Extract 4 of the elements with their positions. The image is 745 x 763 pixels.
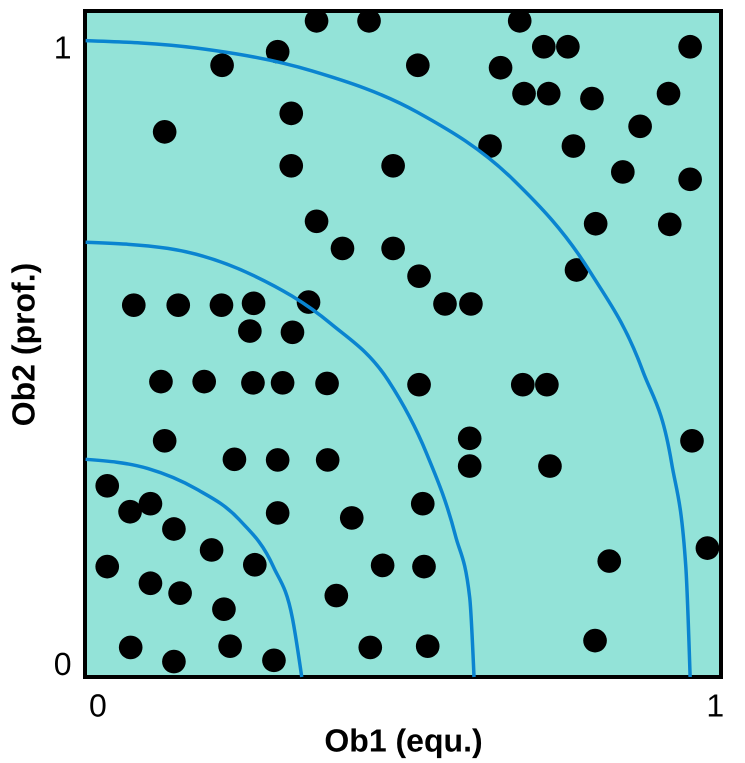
y-axis-title: Ob2 (prof.) — [6, 262, 42, 426]
line-series — [84, 458, 304, 679]
line-series — [84, 240, 476, 679]
x-axis-title: Ob1 (equ.) — [324, 722, 483, 758]
